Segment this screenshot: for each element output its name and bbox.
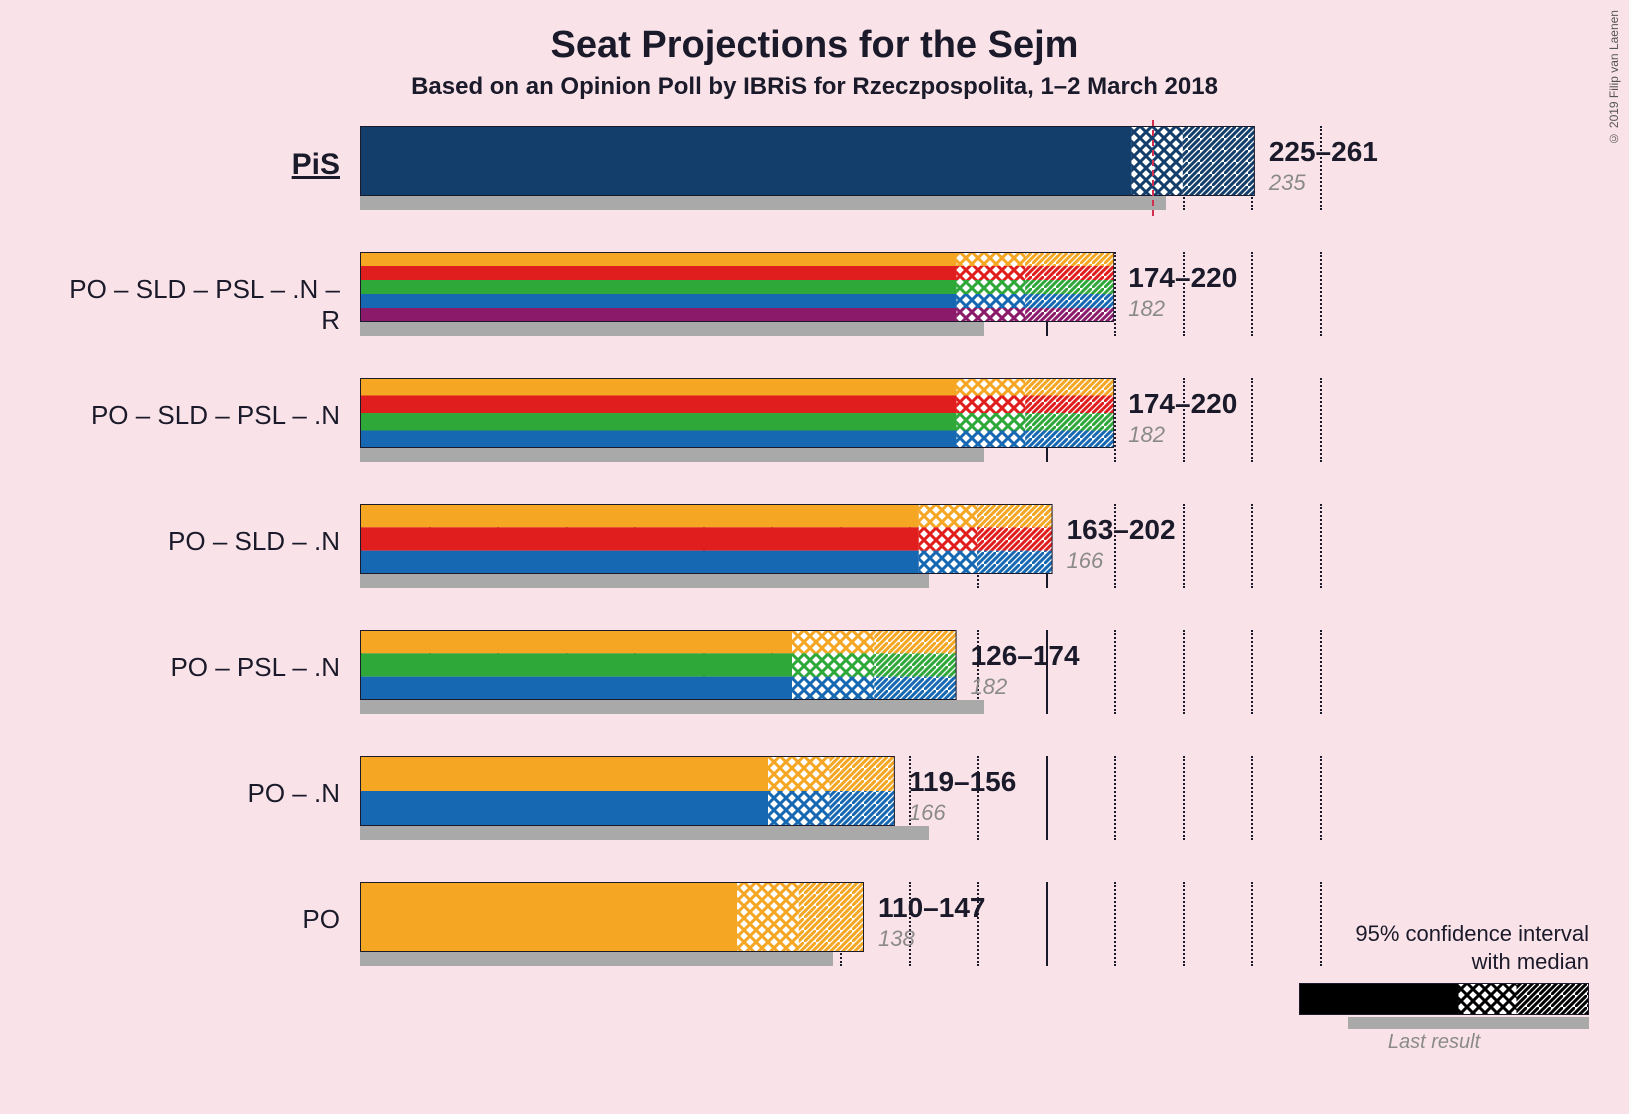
chart-row: PO – .N 119–156166 [60, 750, 1560, 850]
previous-result-bar [360, 322, 984, 336]
projection-bar [360, 252, 1114, 322]
row-label: PiS [60, 148, 340, 182]
range-value: 163–202 [1067, 514, 1176, 546]
grid-line [1320, 504, 1322, 588]
chart-row: PO – PSL – .N 126–174182 [60, 624, 1560, 724]
title-block: Seat Projections for the Sejm Based on a… [0, 0, 1629, 101]
grid-line [1251, 756, 1253, 840]
previous-value: 166 [909, 800, 946, 826]
previous-result-bar [360, 196, 1166, 210]
grid-line [1183, 882, 1185, 966]
range-value: 225–261 [1269, 136, 1378, 168]
grid-line [1114, 756, 1116, 840]
grid-line [1114, 630, 1116, 714]
range-value: 174–220 [1128, 262, 1237, 294]
legend-last-result-label: Last result [1279, 1031, 1589, 1054]
legend-title-line1: 95% confidence interval [1355, 921, 1589, 946]
grid-line [1114, 378, 1116, 462]
grid-line [1251, 882, 1253, 966]
grid-line [1114, 882, 1116, 966]
chart-row: PO – SLD – PSL – .N 174–220182 [60, 372, 1560, 472]
previous-value: 182 [1128, 422, 1165, 448]
grid-line [1251, 252, 1253, 336]
grid-line [1251, 378, 1253, 462]
projection-bar [360, 882, 864, 952]
grid-line [1183, 504, 1185, 588]
previous-value: 138 [878, 926, 915, 952]
grid-line [1183, 630, 1185, 714]
chart-row: PiS 225–261235 [60, 120, 1560, 220]
grid-line [1251, 504, 1253, 588]
legend-shadow-bar [1348, 1017, 1589, 1029]
range-value: 174–220 [1128, 388, 1237, 420]
chart-row: PO – SLD – PSL – .N – R [60, 246, 1560, 346]
grid-line [1320, 630, 1322, 714]
row-label: PO [60, 904, 340, 935]
majority-threshold-line [1152, 120, 1154, 216]
row-label: PO – .N [60, 778, 340, 809]
previous-value: 182 [1128, 296, 1165, 322]
chart-area: PiS 225–261235 PO – SLD – PSL – .N – R [60, 120, 1560, 1020]
previous-result-bar [360, 826, 929, 840]
previous-result-bar [360, 448, 984, 462]
grid-line [1114, 252, 1116, 336]
copyright-text: © 2019 Filip van Laenen [1607, 10, 1621, 145]
previous-result-bar [360, 952, 833, 966]
projection-bar [360, 126, 1255, 196]
projection-bar [360, 630, 957, 700]
previous-value: 166 [1067, 548, 1104, 574]
row-label: PO – SLD – PSL – .N [60, 400, 340, 431]
chart-row: PO – SLD – .N 163–202166 [60, 498, 1560, 598]
legend-bar [1299, 983, 1589, 1015]
row-label: PO – SLD – PSL – .N – R [60, 274, 340, 336]
range-value: 126–174 [971, 640, 1080, 672]
range-value: 110–147 [878, 892, 985, 924]
previous-result-bar [360, 574, 929, 588]
legend-title-line2: with median [1472, 949, 1589, 974]
previous-result-bar [360, 700, 984, 714]
row-label: PO – SLD – .N [60, 526, 340, 557]
previous-value: 235 [1269, 170, 1306, 196]
projection-bar [360, 378, 1114, 448]
row-label: PO – PSL – .N [60, 652, 340, 683]
range-value: 119–156 [909, 766, 1016, 798]
chart-title: Seat Projections for the Sejm [0, 24, 1629, 67]
grid-line [1046, 756, 1048, 840]
projection-bar [360, 504, 1053, 574]
grid-line [1251, 630, 1253, 714]
grid-line [1320, 756, 1322, 840]
grid-line [1183, 756, 1185, 840]
previous-value: 182 [971, 674, 1008, 700]
grid-line [1320, 378, 1322, 462]
legend-title: 95% confidence interval with median [1279, 920, 1589, 975]
grid-line [1320, 252, 1322, 336]
legend: 95% confidence interval with median Last… [1279, 920, 1589, 1054]
chart-subtitle: Based on an Opinion Poll by IBRiS for Rz… [0, 73, 1629, 101]
projection-bar [360, 756, 895, 826]
grid-line [1046, 882, 1048, 966]
